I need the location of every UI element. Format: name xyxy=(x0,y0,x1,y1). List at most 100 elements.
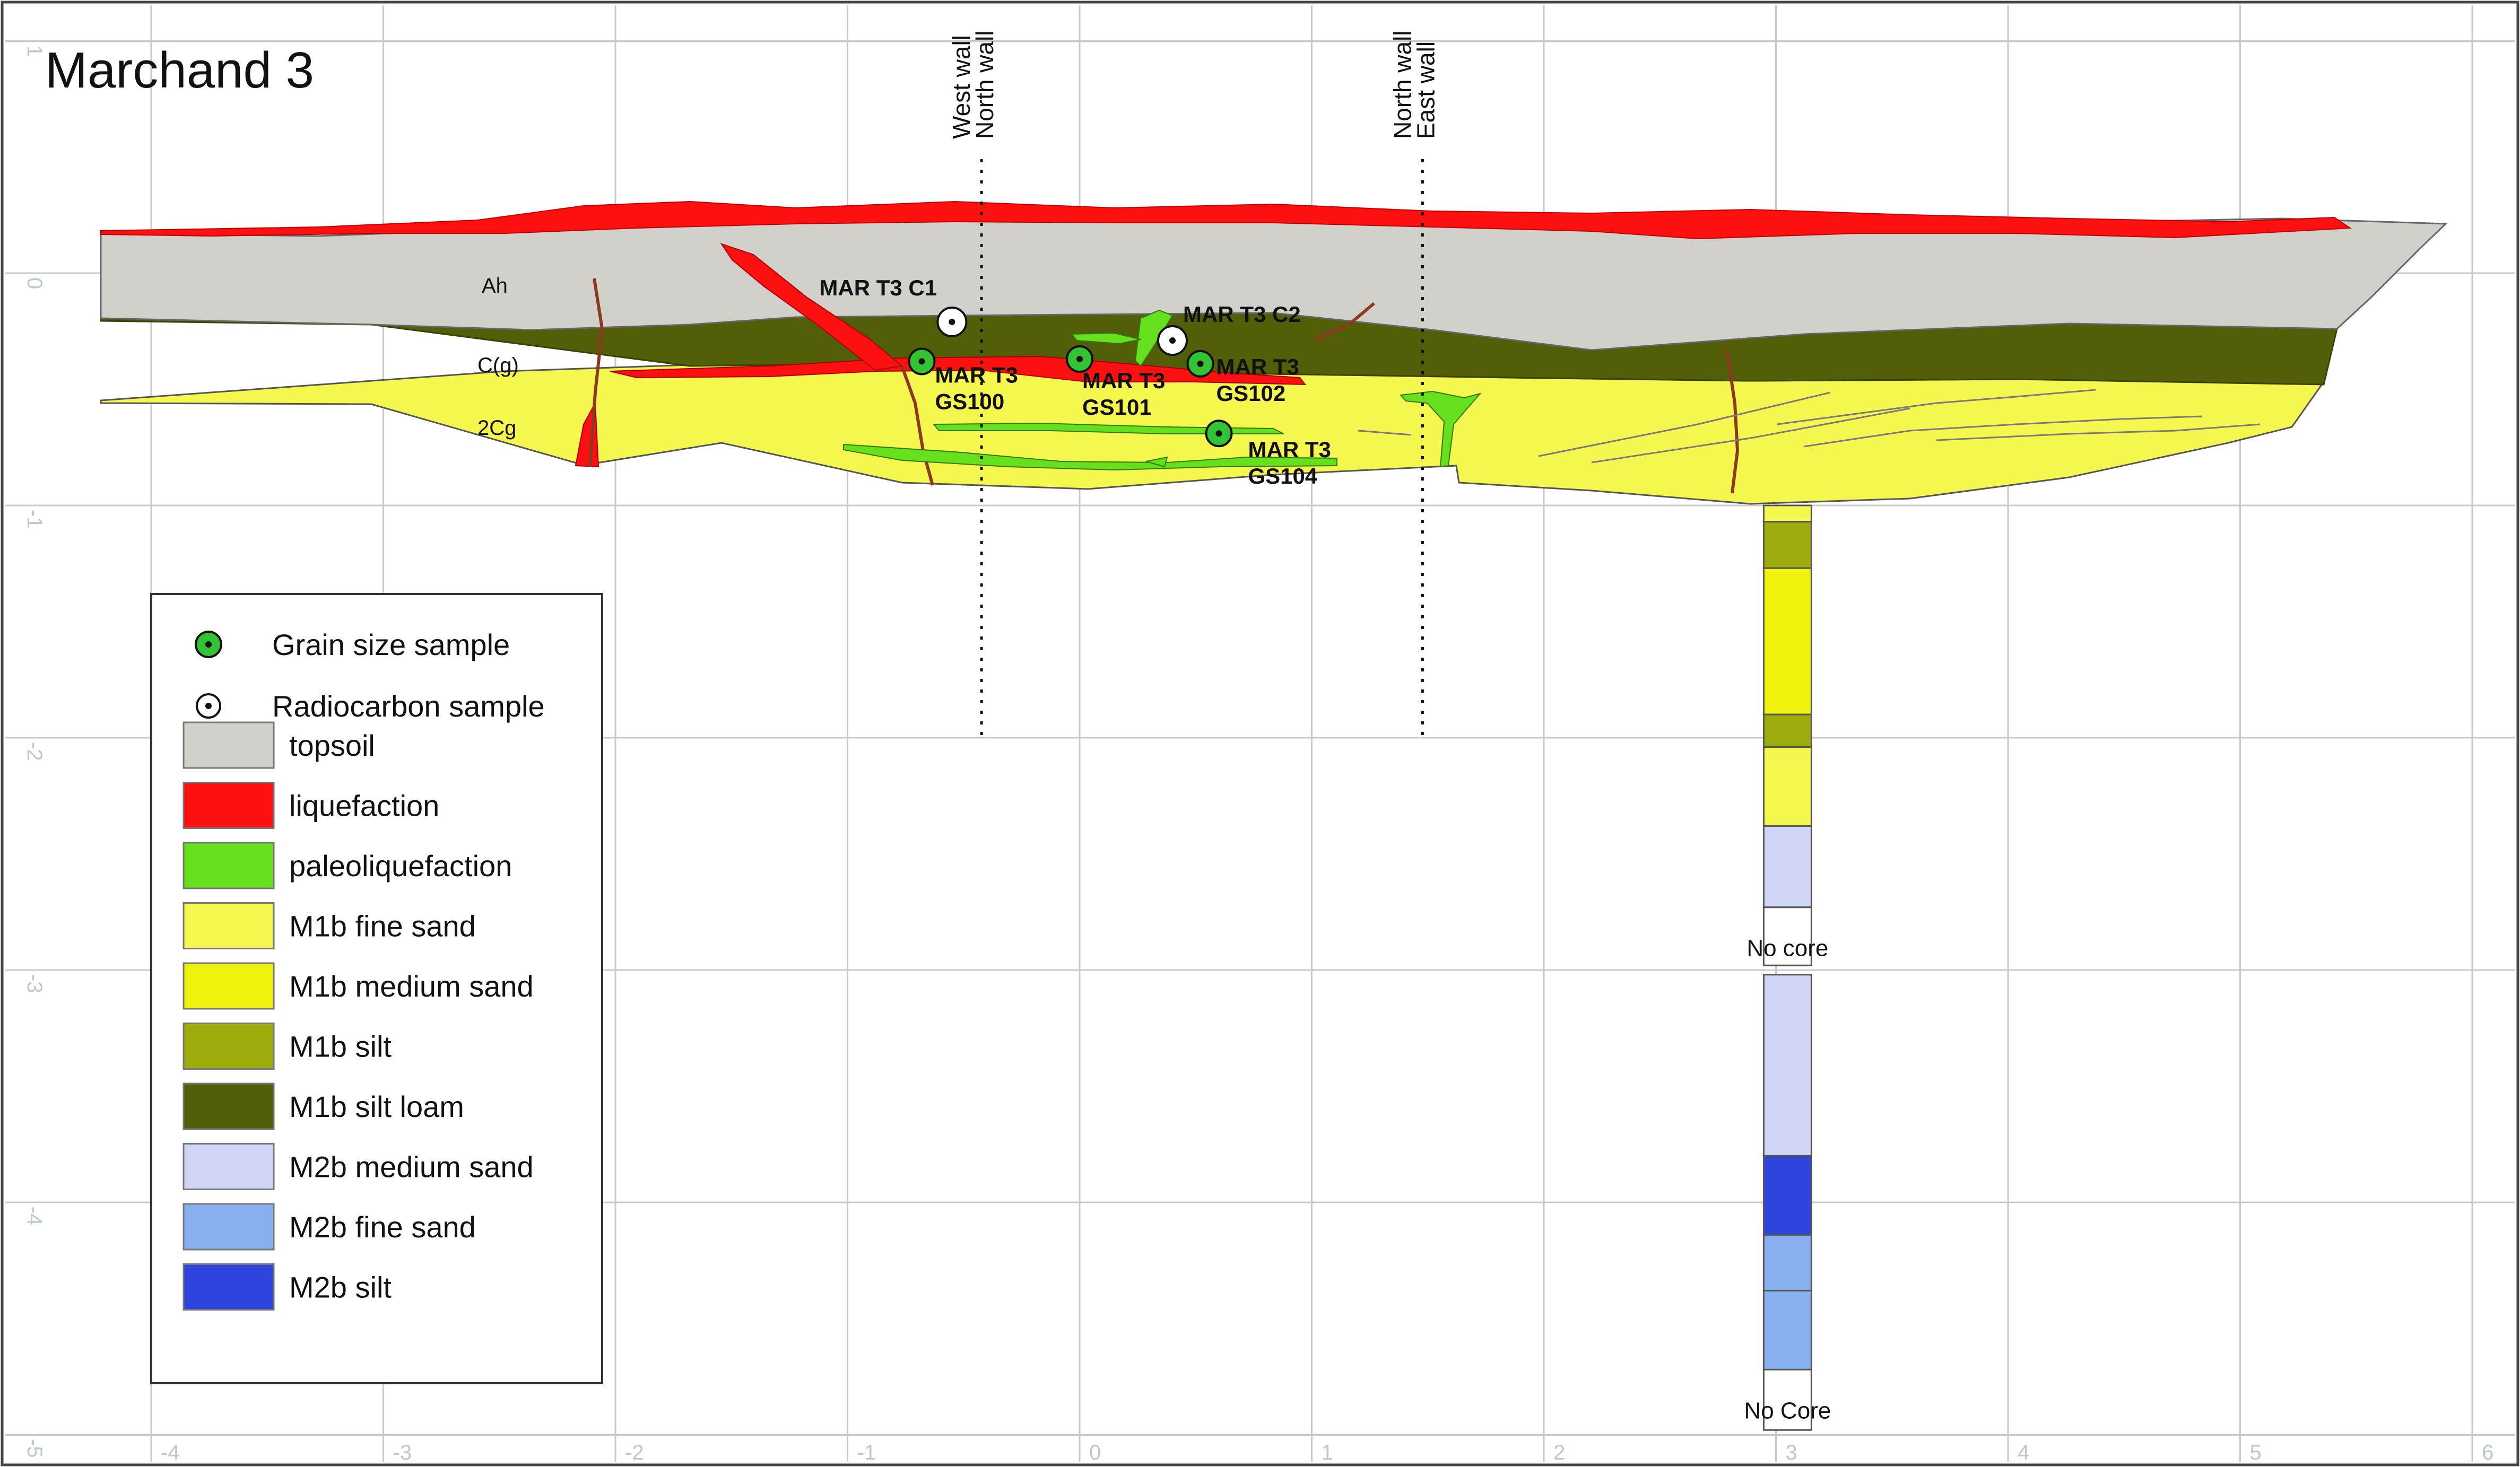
legend-label: M1b medium sand xyxy=(289,970,534,1003)
sample-center-dot xyxy=(918,358,925,365)
legend-swatch xyxy=(183,962,275,1010)
legend-unit-item: topsoil xyxy=(183,721,375,769)
x-tick-label: 3 xyxy=(1786,1441,1797,1464)
sample-label: GS100 xyxy=(935,389,1005,414)
layer-label-cg: C(g) xyxy=(477,354,519,377)
core-column: No core No Core xyxy=(1744,504,1831,1431)
y-tick-label: 1 xyxy=(23,45,46,57)
wall-label: North wall xyxy=(1388,30,1416,139)
x-tick-label: -1 xyxy=(857,1441,876,1464)
wall-label: East wall xyxy=(1412,41,1439,139)
legend-unit-item: M2b medium sand xyxy=(183,1143,534,1190)
core-segment xyxy=(1762,906,1812,966)
core-segment xyxy=(1762,1289,1812,1370)
legend-unit-item: M1b silt loam xyxy=(183,1082,464,1130)
x-tick-label: 4 xyxy=(2018,1441,2029,1464)
legend-swatch xyxy=(183,1263,275,1311)
sample-center-dot xyxy=(949,318,955,325)
core-segment xyxy=(1762,974,1812,1157)
sample-label: GS102 xyxy=(1216,381,1286,406)
wall-label: West wall xyxy=(948,35,975,139)
core-segment xyxy=(1762,567,1812,715)
liquefaction-sill xyxy=(610,355,1307,386)
legend-unit-item: M1b fine sand xyxy=(183,902,476,949)
x-tick-label: -4 xyxy=(161,1441,180,1464)
sample-center-dot xyxy=(1197,360,1204,367)
core-segment xyxy=(1762,521,1812,569)
sand-laminae xyxy=(1358,389,2261,464)
sample-label: GS104 xyxy=(1248,464,1318,488)
sample-label: MAR T3 C2 xyxy=(1183,302,1301,327)
legend-unit-item: M2b fine sand xyxy=(183,1203,476,1251)
paleoliquefaction-features xyxy=(843,309,1482,471)
legend-swatch xyxy=(183,1203,275,1251)
legend-label: topsoil xyxy=(289,729,375,762)
core-segment xyxy=(1762,504,1812,523)
legend-swatch xyxy=(183,842,275,889)
x-tick-label: 6 xyxy=(2482,1441,2493,1464)
legend-center-dot xyxy=(205,703,212,709)
legend-swatch xyxy=(183,1082,275,1130)
sample-label: MAR T3 xyxy=(1082,368,1165,393)
legend-swatch xyxy=(183,782,275,829)
legend-swatch xyxy=(183,1143,275,1190)
liquefaction-dike xyxy=(720,243,903,371)
sample-label: MAR T3 C1 xyxy=(819,275,937,300)
no-core-label: No core xyxy=(1746,936,1828,962)
no-core-label: No Core xyxy=(1744,1398,1831,1424)
x-tick-label: -2 xyxy=(625,1441,644,1464)
legend-label: M2b fine sand xyxy=(289,1210,476,1244)
core-segment xyxy=(1762,1234,1812,1291)
crack-lines xyxy=(588,278,1740,494)
layer-label-ah: Ah xyxy=(482,274,508,298)
sample-label: GS101 xyxy=(1082,395,1152,420)
legend-label: Grain size sample xyxy=(272,628,510,661)
legend-label: M1b silt xyxy=(289,1030,392,1063)
legend-swatch xyxy=(183,1023,275,1070)
x-tick-label: 0 xyxy=(1089,1441,1101,1464)
legend-label: M1b fine sand xyxy=(289,910,476,943)
core-segment xyxy=(1762,713,1812,748)
x-tick-label: 1 xyxy=(1322,1441,1333,1464)
sample-label: MAR T3 xyxy=(1216,354,1299,379)
sample-center-dot xyxy=(1169,337,1176,344)
legend-unit-item: liquefaction xyxy=(183,782,439,829)
core-segment xyxy=(1762,825,1812,909)
legend-unit-item: paleoliquefaction xyxy=(183,842,512,889)
figure-title: Marchand 3 xyxy=(45,42,314,99)
y-tick-label: 0 xyxy=(23,277,46,289)
legend-label: M2b silt xyxy=(289,1271,392,1304)
wall-label: North wall xyxy=(971,30,998,139)
layer-label-2cg: 2Cg xyxy=(477,416,516,440)
core-segment xyxy=(1762,746,1812,827)
legend-label: liquefaction xyxy=(289,789,439,823)
radiocarbon-sample: MAR T3 C2 xyxy=(1157,302,1301,356)
y-tick-label: -3 xyxy=(23,974,46,993)
legend-symbol-item: Grain size sample xyxy=(195,628,510,661)
legend-label: Radiocarbon sample xyxy=(272,689,545,723)
legend-unit-item: M2b silt xyxy=(183,1263,392,1311)
sample-center-dot xyxy=(1076,356,1083,363)
sample-center-dot xyxy=(1215,430,1222,437)
legend-label: paleoliquefaction xyxy=(289,849,512,883)
x-tick-label: 2 xyxy=(1553,1441,1565,1464)
y-tick-label: -5 xyxy=(23,1439,46,1458)
radiocarbon-sample: MAR T3 C1 xyxy=(819,275,968,337)
y-tick-label: -2 xyxy=(23,742,46,761)
legend-items: Grain size sample Radiocarbon sample topso… xyxy=(183,628,545,1311)
axis-tick-labels: -4 -3 -2 -1 0 1 2 3 4 5 6 1 0 -1 -2 -3 -4 -5 xyxy=(23,45,2493,1464)
legend-label: M2b medium sand xyxy=(289,1150,534,1184)
core-segment xyxy=(1762,1368,1812,1431)
legend-swatch xyxy=(183,721,275,769)
legend-center-dot xyxy=(205,641,212,648)
y-tick-label: -1 xyxy=(23,510,46,529)
core-segment xyxy=(1762,1155,1812,1236)
sample-label: MAR T3 xyxy=(1248,437,1331,462)
legend-label: M1b silt loam xyxy=(289,1090,464,1123)
